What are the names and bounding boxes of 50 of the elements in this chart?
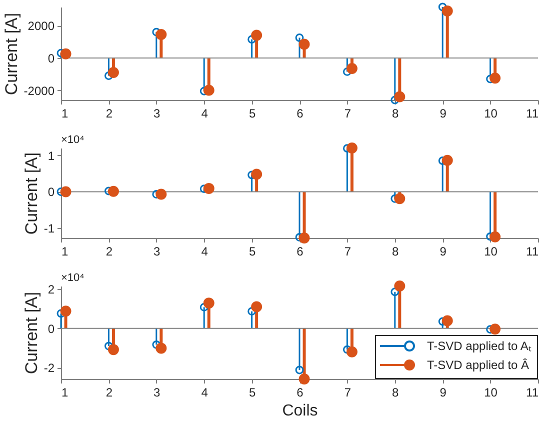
x-tick-label: 1 xyxy=(62,386,68,400)
x-tick-label: 10 xyxy=(484,244,498,258)
x-tick-label: 6 xyxy=(296,106,304,120)
text: ×10⁴ xyxy=(61,134,85,146)
x-tick-label: 4 xyxy=(201,106,208,120)
x-tick-label: 6 xyxy=(296,244,304,258)
x-tick-label: 9 xyxy=(440,106,447,120)
x-tick-label: 8 xyxy=(392,386,400,400)
text: ×10⁴ xyxy=(61,272,85,284)
x-tick-label: 7 xyxy=(344,106,352,120)
y-tick-label: 0 xyxy=(48,185,55,200)
y-axis-title: Current [A] xyxy=(22,152,41,235)
y-axis-title: Current [A] xyxy=(2,12,21,96)
legend-label: T-SVD applied to Aₜ xyxy=(427,339,532,353)
x-tick-label: 2 xyxy=(106,244,113,258)
x-tick-label: 3 xyxy=(154,244,161,258)
x-tick-label: 1 xyxy=(62,106,68,120)
x-tick-label: 3 xyxy=(154,106,161,120)
x-tick-label: 5 xyxy=(248,106,256,120)
x-axis-title: Coils xyxy=(282,402,318,420)
x-tick-label: 7 xyxy=(344,244,352,258)
x-tick-label: 6 xyxy=(296,386,304,400)
x-tick-label: 2 xyxy=(106,386,113,400)
x-tick-label: 4 xyxy=(201,244,208,258)
y-tick-label: -1 xyxy=(44,222,55,236)
x-tick-label: 5 xyxy=(248,386,256,400)
x-tick-label: 10 xyxy=(484,386,498,400)
x-tick-label: 4 xyxy=(201,386,208,400)
legend-label: T-SVD applied to Â xyxy=(427,358,530,372)
y-tick-label: 2000 xyxy=(28,19,55,34)
x-tick-label: 11 xyxy=(526,244,539,258)
x-tick-label: 8 xyxy=(392,244,400,258)
x-tick-label: 1 xyxy=(62,244,68,258)
y-tick-label: 0 xyxy=(48,322,55,336)
x-tick-label: 2 xyxy=(106,106,113,120)
x-tick-label: 5 xyxy=(248,244,256,258)
x-tick-label: 3 xyxy=(154,386,161,400)
x-tick-label: 8 xyxy=(392,106,400,120)
y-tick-label: 2 xyxy=(48,282,55,297)
x-tick-label: 7 xyxy=(344,386,352,400)
y-tick-label: -2 xyxy=(44,361,55,376)
x-tick-label: 11 xyxy=(526,386,539,400)
x-tick-label: 9 xyxy=(440,244,447,258)
y-tick-label: 1 xyxy=(48,148,55,163)
x-tick-label: 11 xyxy=(526,106,539,120)
y-tick-label: -2000 xyxy=(24,84,55,98)
x-tick-label: 9 xyxy=(440,386,447,400)
x-tick-label: 10 xyxy=(484,106,498,120)
y-axis-title: Current [A] xyxy=(22,292,41,374)
y-tick-label: 0 xyxy=(48,51,55,66)
